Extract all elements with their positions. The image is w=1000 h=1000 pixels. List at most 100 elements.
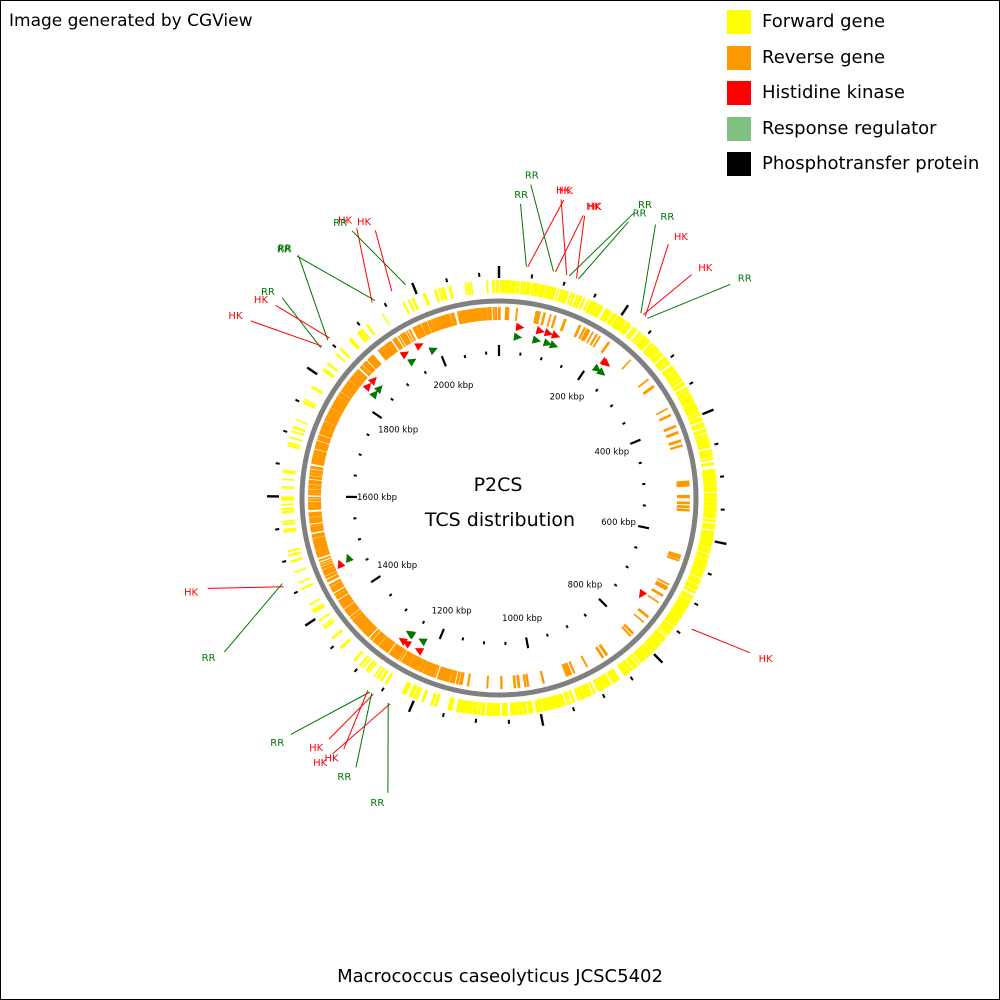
forward-gene [691,566,705,574]
forward-gene [643,641,655,653]
reverse-gene [311,532,325,538]
forward-gene [699,536,714,542]
reverse-gene [413,326,422,339]
reverse-gene [668,550,682,558]
forward-gene [360,328,371,340]
reverse-gene [467,309,473,323]
reverse-gene [370,629,381,641]
reverse-gene [474,308,479,322]
rr-marker [542,338,552,347]
reverse-gene [363,623,375,635]
reverse-gene [535,310,541,325]
reverse-gene [564,662,573,676]
reverse-gene [396,648,406,661]
forward-gene [540,284,546,298]
reverse-gene [676,482,690,486]
forward-gene [675,600,688,610]
outer-tick [295,398,300,403]
hk-marker [515,322,525,331]
forward-gene [470,281,474,295]
kbp-label: 200 kbp [550,393,585,403]
forward-gene [675,387,688,396]
reverse-gene [540,312,547,326]
reverse-gene [390,644,401,658]
forward-gene [384,672,394,685]
inner-tick [371,410,383,420]
reverse-gene [512,675,517,689]
rr-callout-label: RR [261,287,275,298]
kbp-label: 400 kbp [594,448,629,458]
forward-gene [421,689,429,703]
reverse-gene [408,328,417,342]
hk-callout-label: HK [357,217,372,228]
reverse-gene [486,675,489,689]
rr-callout-label: RR [277,245,291,256]
reverse-gene [392,338,402,351]
forward-gene [505,280,509,294]
forward-gene [603,310,613,323]
hk-marker [550,330,561,339]
hk-marker [398,637,408,646]
reverse-gene [446,669,453,683]
reverse-gene [331,582,344,592]
reverse-gene [336,591,349,600]
forward-gene [516,280,520,294]
outer-tick [275,462,280,465]
outer-tick [689,381,694,386]
forward-gene [702,475,717,480]
forward-gene [607,670,617,684]
forward-gene [587,301,596,315]
reverse-gene [438,316,445,330]
forward-gene [694,433,709,441]
reverse-gene [525,673,530,687]
forward-gene [681,399,695,407]
forward-gene [507,280,511,294]
forward-gene [588,681,597,695]
reverse-gene [374,632,385,645]
reverse-gene [326,413,340,422]
reverse-gene [409,655,419,669]
rr-callout-line [530,184,554,272]
hk-callout-label: HK [184,587,199,598]
forward-gene [701,525,716,530]
reverse-gene [582,329,591,342]
rr-marker [407,358,417,367]
forward-gene [297,577,311,584]
forward-gene [671,607,684,616]
reverse-gene [352,373,364,384]
reverse-gene [400,650,410,664]
hk-callout-label: HK [674,232,689,243]
forward-gene [350,337,361,349]
forward-gene [589,302,598,316]
reverse-gene [315,444,329,451]
forward-gene [433,289,441,303]
forward-gene [304,398,317,406]
reverse-gene [506,307,510,321]
forward-gene [592,679,601,693]
inner-tick [438,628,445,640]
forward-gene [559,693,566,707]
forward-gene [695,436,709,443]
forward-gene [676,389,690,398]
forward-gene [585,683,593,696]
reverse-gene [372,631,383,643]
reverse-gene [308,484,322,489]
reverse-gene [413,657,422,670]
forward-gene [683,586,696,594]
inner-tick [545,633,549,637]
forward-gene [543,697,549,711]
forward-gene [282,519,296,523]
reverse-gene [308,513,322,518]
reverse-gene [418,323,427,337]
reverse-gene [327,412,340,421]
forward-gene [423,292,431,306]
forward-gene [612,316,622,329]
reverse-gene [337,393,351,403]
forward-gene [701,529,715,534]
legend-swatch-response-regulator [727,116,751,141]
forward-gene [302,400,316,409]
rr-marker [591,363,601,373]
forward-gene [630,331,642,343]
rr-callout-label: RR [337,772,351,783]
forward-gene [533,283,539,297]
